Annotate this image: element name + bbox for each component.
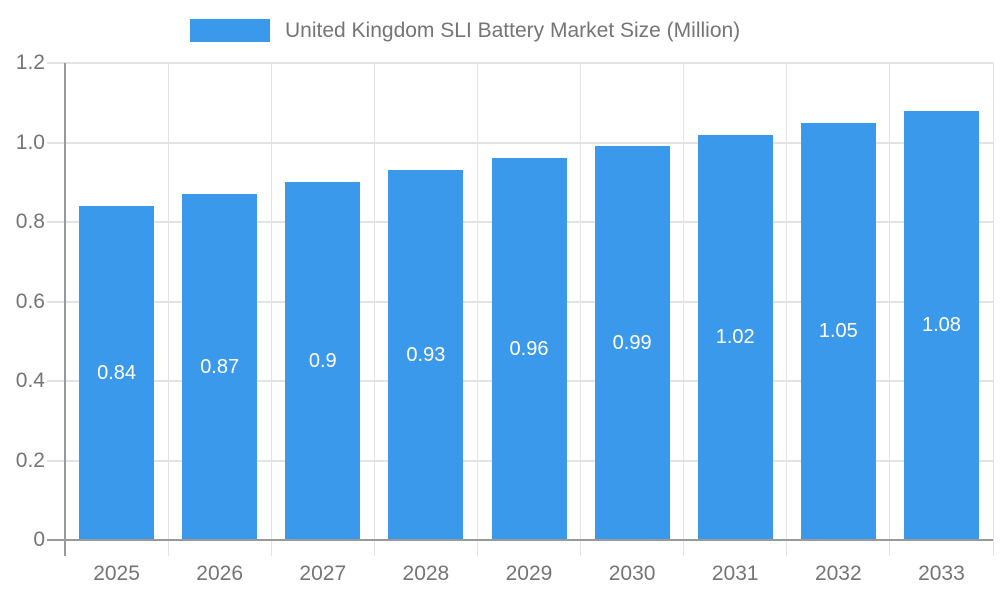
bar-value-label: 1.02 bbox=[715, 325, 755, 348]
x-axis-tick-label: 2031 bbox=[711, 562, 759, 585]
legend-swatch-icon bbox=[190, 19, 270, 42]
bar-value-label: 1.08 bbox=[921, 313, 961, 336]
x-gridline bbox=[786, 63, 788, 556]
y-gridline bbox=[47, 62, 993, 64]
y-axis-tick-label: 1.0 bbox=[15, 130, 45, 154]
bar-2031: 1.02 bbox=[697, 134, 773, 540]
bar-2032: 1.05 bbox=[800, 122, 876, 540]
bar-value-label: 0.87 bbox=[200, 355, 240, 378]
x-gridline bbox=[373, 63, 375, 556]
y-axis-tick-label: 0 bbox=[33, 528, 45, 551]
x-gridline bbox=[992, 63, 994, 556]
x-gridline bbox=[580, 63, 582, 556]
x-gridline bbox=[167, 63, 169, 556]
x-axis-tick-label: 2025 bbox=[93, 562, 140, 585]
y-gridline bbox=[47, 141, 993, 144]
x-gridline bbox=[683, 63, 685, 556]
x-axis-tick-label: 2033 bbox=[918, 562, 965, 585]
bar-2027: 0.9 bbox=[285, 182, 361, 540]
bar-2026: 0.87 bbox=[182, 194, 258, 540]
x-axis-tick-label: 2026 bbox=[196, 562, 244, 585]
bar-value-label: 0.9 bbox=[308, 349, 337, 372]
bar-value-label: 0.96 bbox=[509, 337, 549, 360]
y-axis-tick-label: 0.8 bbox=[15, 210, 45, 233]
x-gridline bbox=[889, 63, 891, 556]
y-axis-line bbox=[64, 63, 66, 556]
x-axis-tick-label: 2030 bbox=[608, 562, 656, 585]
bar-value-label: 0.99 bbox=[612, 331, 652, 354]
x-axis-tick-label: 2028 bbox=[402, 562, 450, 585]
bar-2028: 0.93 bbox=[388, 170, 464, 540]
x-gridline bbox=[270, 63, 272, 556]
x-axis-tick-label: 2032 bbox=[814, 562, 862, 585]
bar-2030: 0.99 bbox=[594, 146, 670, 540]
bar-2029: 0.96 bbox=[491, 158, 567, 540]
legend-series-label: United Kingdom SLI Battery Market Size (… bbox=[285, 19, 741, 42]
bar-2033: 1.08 bbox=[903, 110, 979, 540]
x-gridline bbox=[476, 63, 478, 556]
bar-2025: 0.84 bbox=[79, 206, 155, 540]
y-axis-tick-label: 0.4 bbox=[15, 369, 45, 392]
y-axis-tick-label: 0.2 bbox=[15, 448, 45, 472]
bar-value-label: 1.05 bbox=[818, 319, 858, 342]
bar-value-label: 0.84 bbox=[97, 361, 137, 384]
x-axis-tick-label: 2027 bbox=[299, 562, 347, 585]
x-axis-tick-label: 2029 bbox=[505, 562, 553, 585]
y-axis-tick-label: 1.2 bbox=[15, 51, 45, 74]
x-axis-line bbox=[47, 539, 993, 541]
y-axis-tick-label: 0.6 bbox=[15, 289, 45, 313]
bar-value-label: 0.93 bbox=[406, 343, 446, 366]
